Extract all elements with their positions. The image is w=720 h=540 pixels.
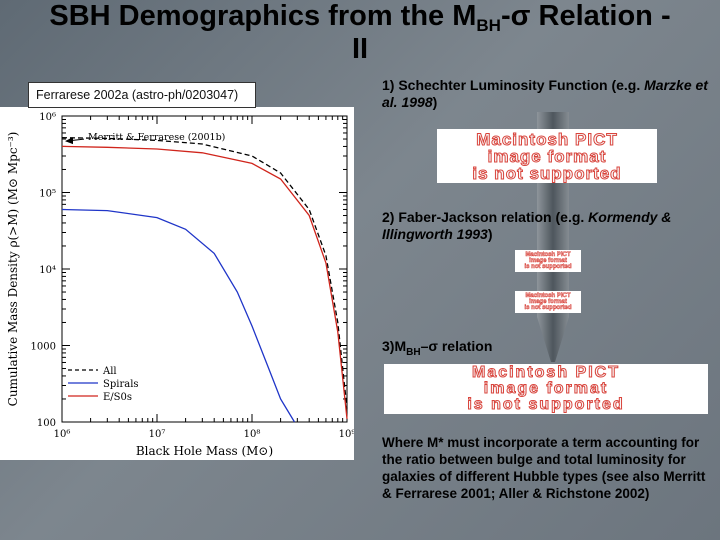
- pict-line: Macintosh PICT: [525, 252, 571, 259]
- pict-line: is not supported: [524, 264, 572, 271]
- series-line-e-s0s: [61, 145, 348, 419]
- step-2-text: 2) Faber-Jackson relation (e.g. Kormendy…: [382, 209, 672, 242]
- pict-placeholder-4: Macintosh PICT image format is not suppo…: [384, 364, 708, 414]
- figure-caption: Ferrarese 2002a (astro-ph/0203047): [28, 82, 256, 108]
- legend-label: All: [102, 366, 117, 377]
- y-tick-label: 1000: [31, 342, 56, 353]
- title-subscript: BH: [476, 16, 501, 35]
- pict-line: image format: [529, 258, 567, 265]
- step-2-citation: Kormendy & Illingworth 1993: [382, 209, 672, 242]
- x-tick-label: 10⁹: [339, 429, 354, 440]
- pict-line: image format: [529, 299, 567, 306]
- pict-line: Macintosh PICT: [476, 129, 618, 149]
- y-tick-label: 10⁴: [39, 265, 56, 276]
- pict-line: image format: [487, 146, 607, 166]
- x-tick-label: 10⁷: [149, 429, 166, 440]
- title-rest: Relation -: [530, 0, 671, 32]
- x-axis-label: Black Hole Mass (M⊙): [136, 444, 273, 458]
- pict-line: Macintosh PICT: [471, 364, 620, 381]
- pict-line: is not supported: [472, 163, 622, 183]
- title-line2: II: [351, 33, 369, 65]
- chart-panel: 10⁶ 10⁷ 10⁸ 10⁹ 100 1000 10⁴ 10⁵ 10⁶ Black Hole M…: [0, 107, 354, 460]
- legend-label: Spirals: [103, 379, 139, 390]
- step-1-text: 1) Schechter Luminosity Function (e.g. M…: [382, 77, 708, 110]
- chart-annotation: Merritt & Ferrarese (2001b): [88, 132, 225, 143]
- pict-line: image format: [483, 380, 609, 397]
- y-tick-label: 10⁵: [39, 189, 56, 200]
- y-tick-label: 100: [37, 418, 56, 429]
- x-tick-label: 10⁶: [54, 429, 71, 440]
- slide-title: SBH Demographics from the MBH-σ Relation…: [0, 0, 720, 65]
- series-line-all: [61, 137, 348, 409]
- step-3-text: 3)MBH–σ relation: [382, 338, 493, 358]
- series-line-spirals: [61, 208, 296, 423]
- y-axis-label: Cumulative Mass Density ρ(>M) (M⊙ Mpc⁻³): [6, 132, 20, 407]
- pict-line: Macintosh PICT: [525, 293, 571, 300]
- step-3-subscript: BH: [406, 346, 421, 358]
- pict-line: is not supported: [524, 305, 572, 312]
- pict-placeholder-2: Macintosh PICT image format is not suppo…: [515, 250, 581, 272]
- mstar-note: Where M* must incorporate a term account…: [382, 435, 706, 501]
- chart-svg: 10⁶ 10⁷ 10⁸ 10⁹ 100 1000 10⁴ 10⁵ 10⁶ Black Hole M…: [6, 112, 354, 458]
- pict-placeholder-1: Macintosh PICT image format is not suppo…: [437, 129, 657, 183]
- title-sigma: -σ: [500, 0, 531, 32]
- title-text: SBH Demographics from the M: [49, 0, 477, 32]
- step-1-citation: Marzke et al. 1998: [382, 77, 708, 110]
- pict-placeholder-3: Macintosh PICT image format is not suppo…: [515, 291, 581, 313]
- y-tick-label: 10⁶: [39, 112, 56, 123]
- legend-label: E/S0s: [103, 392, 132, 403]
- x-tick-label: 10⁸: [244, 429, 261, 440]
- pict-line: is not supported: [467, 396, 625, 413]
- annotation-arrow-head: [65, 137, 73, 145]
